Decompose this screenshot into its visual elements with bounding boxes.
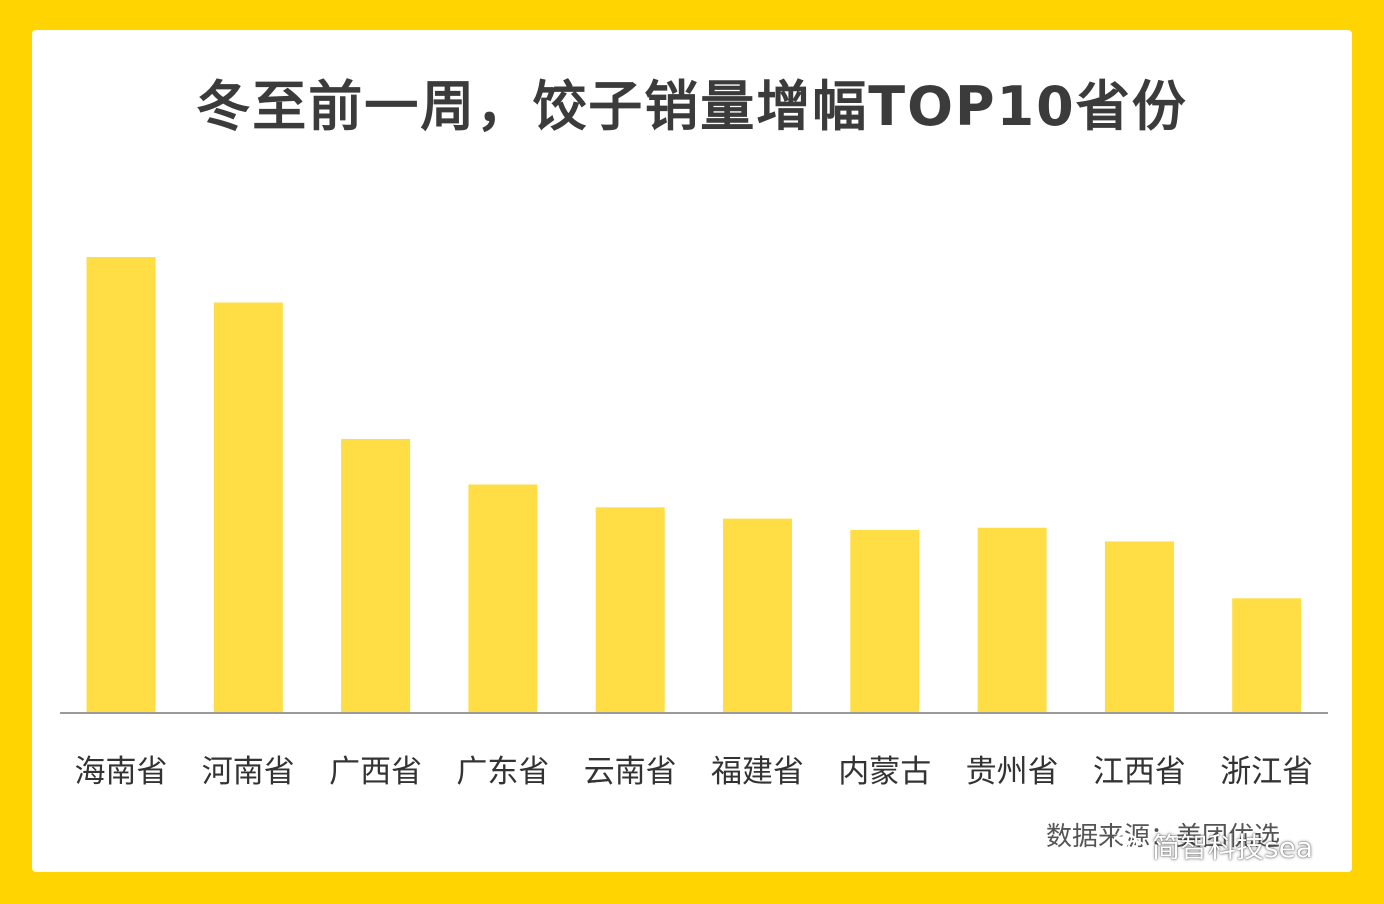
bar-7: [850, 530, 920, 712]
x-tick-label-4: 广东省: [456, 754, 549, 790]
x-tick-label-2: 河南省: [202, 754, 295, 790]
chart-title: 冬至前一周，饺子销量增幅TOP10省份: [196, 75, 1188, 138]
x-tick-label-8: 贵州省: [966, 754, 1059, 790]
x-tick-label-5: 云南省: [584, 754, 677, 790]
bar-9: [1104, 541, 1174, 712]
bars-group: [86, 257, 1302, 713]
x-tick-labels: 海南省 河南省 广西省 广东省 云南省 福建省 内蒙古 贵州省 江西省 浙江省: [75, 754, 1314, 790]
watermark-text: 简智科技sea: [1152, 831, 1313, 864]
bar-3: [341, 439, 411, 712]
x-tick-label-7: 内蒙古: [838, 754, 931, 790]
x-tick-label-6: 福建省: [711, 754, 804, 790]
wechat-icon: [1112, 832, 1146, 860]
bar-10: [1232, 598, 1302, 713]
watermark: 简智科技sea: [1112, 826, 1313, 866]
data-source-note: 数据来源：美团优选: [1046, 822, 1281, 852]
bar-8: [977, 527, 1047, 712]
bar-2: [213, 302, 283, 712]
bar-1: [86, 257, 156, 712]
x-tick-label-9: 江西省: [1093, 754, 1186, 790]
bar-6: [723, 518, 792, 712]
x-tick-label-1: 海南省: [75, 754, 168, 790]
x-tick-label-10: 浙江省: [1220, 754, 1313, 790]
x-tick-label-3: 广西省: [329, 754, 422, 790]
bar-5: [595, 507, 665, 713]
bar-4: [468, 484, 538, 712]
